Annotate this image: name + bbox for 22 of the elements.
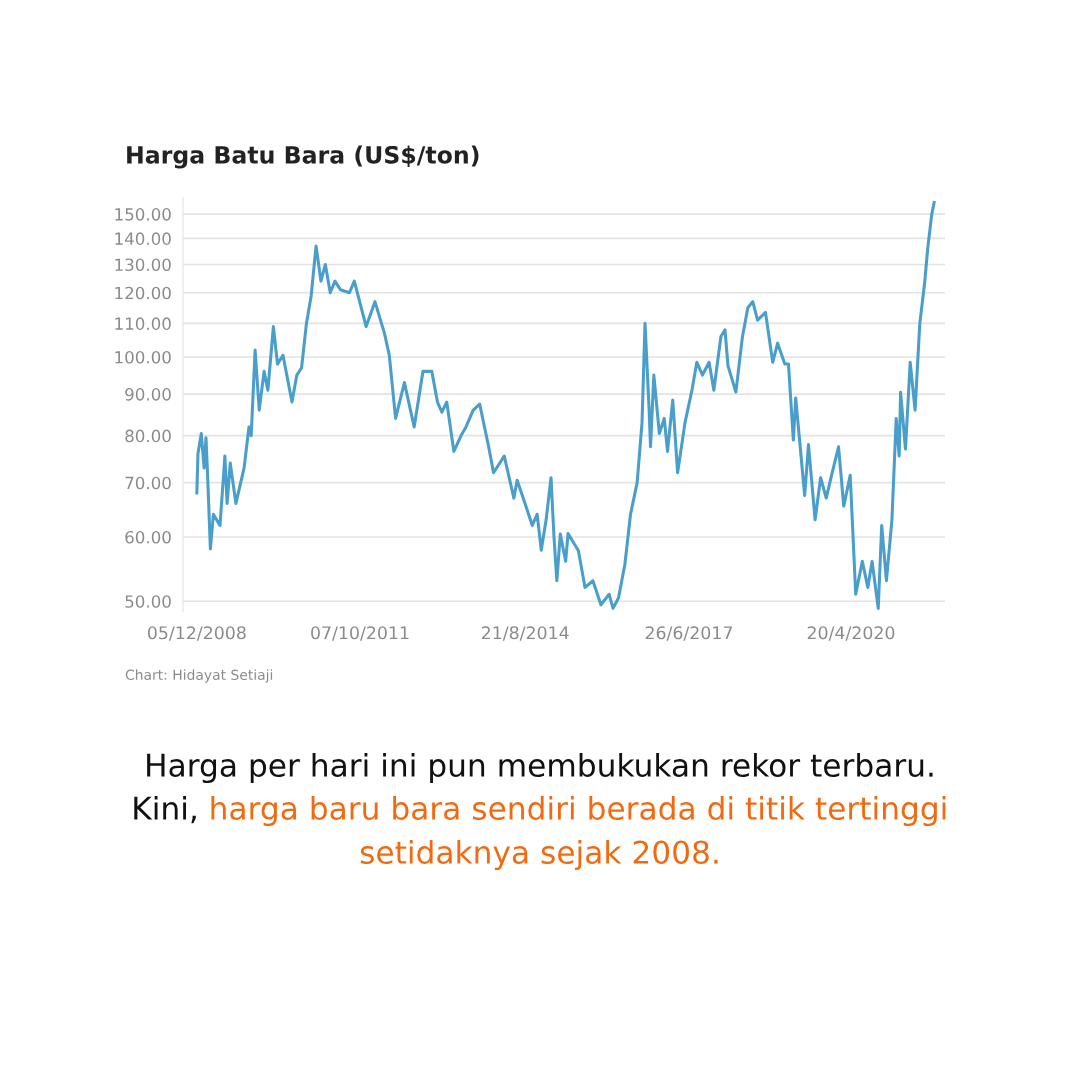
x-tick-label: 26/6/2017	[645, 626, 732, 641]
y-tick-label: 110.00	[115, 317, 171, 330]
y-tick-label: 80.00	[125, 429, 171, 443]
y-tick-label: 50.00	[125, 595, 171, 608]
text: harga baru bara sendiri berada di titik tertinggi setidaknya sejak 2008.	[211, 795, 946, 871]
y-tick-label: 90.00	[125, 388, 171, 401]
x-tick-label: 05/12/2008	[147, 626, 246, 641]
y-tick-label: 120.00	[115, 286, 171, 300]
y-tick-label: 70.00	[125, 476, 171, 490]
x-tick-label: 20/4/2020	[807, 626, 895, 641]
text: Chart: Hidayat Setiaji	[125, 669, 273, 683]
y-tick-label: 130.00	[115, 258, 171, 272]
y-tick-label: 60.00	[125, 530, 171, 544]
y-tick-label: 150.00	[115, 208, 171, 221]
text: Kini,	[134, 795, 196, 824]
y-tick-label: 100.00	[115, 350, 171, 364]
text: Harga per hari ini pun membukukan rekor terbaru.	[147, 752, 933, 784]
x-tick-label: 07/10/2011	[311, 626, 409, 641]
x-tick-label: 21/8/2014	[481, 626, 569, 641]
y-tick-label: 140.00	[115, 232, 171, 245]
chart-title: Harga Batu Bara (US$/ton)	[127, 145, 479, 169]
line-series	[195, 200, 936, 610]
